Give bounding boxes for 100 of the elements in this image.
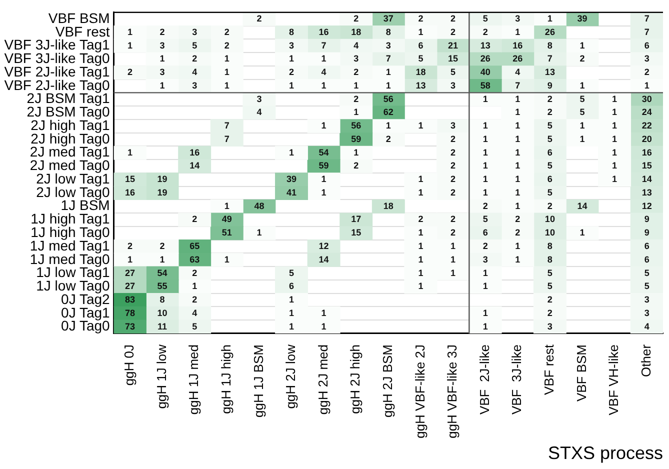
data-label: 7 [386,54,391,64]
y-tick-label: VBF BSM [48,10,110,26]
data-label: 1 [354,147,359,158]
data-label: 14 [577,200,588,211]
data-label: 8 [160,294,165,305]
data-label: 1 [386,80,391,90]
data-label: 9 [547,80,552,90]
data-label: 4 [354,40,359,50]
data-label: 4 [515,67,520,78]
data-label: 2 [515,228,520,238]
data-label: 1 [418,228,424,238]
data-label: 41 [286,187,297,198]
x-tick-label: ggH 2J low [283,344,298,409]
data-label: 1 [224,254,230,264]
data-label: 3 [192,26,198,37]
data-label: 1 [612,120,618,131]
data-label: 7 [644,14,650,24]
x-tick-label: ggH VBF-like 2J [412,344,428,438]
data-label: 1 [450,254,456,264]
data-label: 39 [577,14,588,24]
data-label: 5 [547,160,552,171]
data-label: 1 [612,107,618,118]
data-label: 6 [644,254,650,264]
x-tick-label: ggH 2J high [348,344,363,414]
data-label: 2 [547,308,552,318]
data-label: 3 [192,80,198,90]
data-label: 14 [642,174,652,184]
data-label: 1 [612,174,618,184]
data-label: 54 [157,268,168,278]
data-label: 1 [288,294,294,305]
data-label: 2 [547,200,552,211]
data-label: 2 [386,134,391,144]
data-label: 10 [157,308,168,318]
data-label: 1 [418,241,424,252]
data-label: 27 [124,281,135,292]
data-label: 1 [482,268,488,278]
data-label: 3 [256,94,262,104]
data-label: 13 [416,80,426,90]
data-label: 6 [482,228,488,238]
data-label: 7 [224,134,230,144]
data-label: 30 [642,94,652,104]
data-label: 20 [642,134,652,144]
x-tick-label: ggH 1J BSM [250,344,266,418]
x-tick-label: ggH 1J high [218,344,234,414]
data-label: 4 [321,67,326,78]
data-label: 65 [190,241,200,252]
data-label: 83 [124,294,135,305]
data-label: 1 [160,54,165,64]
data-label: 1 [321,308,326,318]
data-label: 6 [547,147,552,158]
data-label: 2 [547,294,552,305]
data-label: 2 [418,14,424,24]
data-label: 2 [256,14,262,24]
data-label: 5 [482,14,488,24]
data-label: 1 [321,120,326,131]
data-label: 21 [448,40,458,50]
data-label: 2 [127,241,132,252]
data-label: 5 [547,120,552,131]
data-label: 2 [160,241,165,252]
data-label: 2 [354,94,359,104]
data-label: 19 [157,187,168,198]
data-label: 2 [450,134,456,144]
data-label: 13 [544,67,555,78]
x-tick-label: ggH 1J med [186,344,202,415]
data-label: 1 [386,67,391,78]
data-label: 1 [515,174,520,184]
data-label: 4 [644,321,650,332]
data-label: 16 [190,147,200,158]
data-label: 1 [482,281,488,292]
data-label: 1 [547,14,552,24]
data-label: 15 [448,54,458,64]
data-label: 1 [418,281,424,292]
data-label: 1 [482,147,488,158]
data-label: 5 [644,268,650,278]
data-label: 18 [416,67,426,78]
x-tick-label: ggH 2J med [315,344,330,415]
data-label: 1 [354,107,359,118]
x-tick-label: VBF 3J-like [509,344,524,415]
data-label: 5 [482,214,488,224]
data-label: 58 [480,80,490,90]
data-label: 16 [124,187,135,198]
data-label: 1 [515,120,520,131]
data-label: 59 [351,134,362,144]
data-label: 1 [515,147,520,158]
data-label: 63 [190,254,200,264]
data-label: 1 [515,160,520,171]
data-label: 1 [450,268,456,278]
data-label: 1 [224,80,230,90]
data-label: 2 [482,241,488,252]
data-label: 1 [354,80,359,90]
data-label: 17 [351,214,362,224]
data-label: 7 [644,26,650,37]
data-label: 15 [351,228,362,238]
data-label: 26 [480,54,490,64]
data-label: 5 [547,134,552,144]
data-label: 73 [124,321,135,332]
data-label: 22 [642,120,652,131]
data-label: 1 [127,254,132,264]
data-label: 1 [482,174,488,184]
data-label: 4 [192,308,198,318]
